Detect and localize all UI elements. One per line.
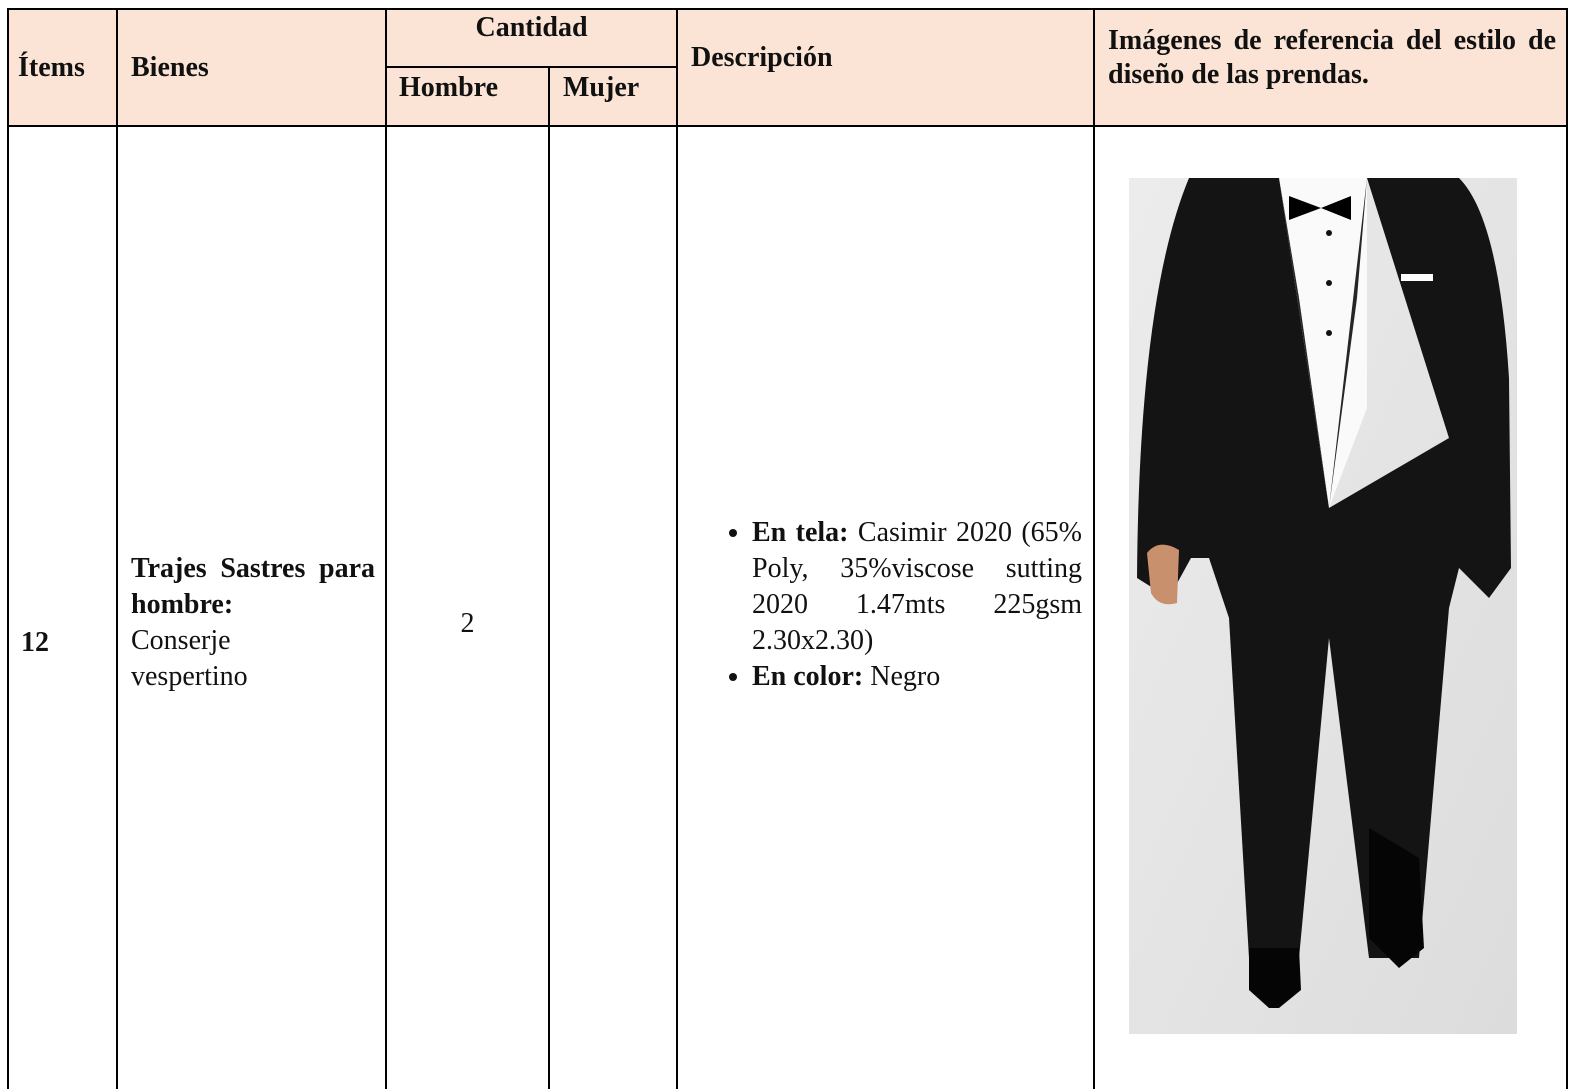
description-cell: En tela: Casimir 2020 (65% Poly, 35%visc…: [718, 515, 1082, 695]
border: [386, 66, 677, 68]
header-women: Mujer: [563, 72, 640, 103]
border: [8, 8, 1568, 10]
border: [676, 8, 678, 1089]
item-number: 12: [21, 627, 49, 658]
description-text: Casimir 2020 (65% Poly, 35%viscose sutti…: [752, 517, 1083, 656]
suit-image: [1129, 178, 1517, 1034]
quantity-men: 2: [460, 608, 475, 639]
header-background: [8, 8, 1566, 126]
goods-text: Conserje vespertino: [131, 625, 248, 692]
border: [116, 8, 118, 1089]
description-list: En tela: Casimir 2020 (65% Poly, 35%visc…: [718, 515, 1082, 695]
border: [548, 66, 550, 1089]
goods-cell: Trajes Sastres para hombre: Conserje ves…: [131, 551, 375, 695]
header-men: Hombre: [399, 72, 499, 103]
description-item: En color: Negro: [752, 659, 1082, 695]
border: [1566, 8, 1568, 1089]
goods-title: Trajes Sastres para hombre:: [131, 553, 375, 620]
description-item: En tela: Casimir 2020 (65% Poly, 35%visc…: [752, 515, 1082, 659]
header-description: Descripción: [691, 42, 833, 73]
border: [1093, 8, 1095, 1089]
border: [8, 125, 1568, 127]
header-items: Ítems: [18, 52, 85, 83]
header-goods: Bienes: [131, 52, 209, 83]
description-text: Negro: [870, 661, 941, 692]
border: [7, 8, 9, 1089]
description-label: En tela:: [752, 517, 849, 548]
header-images: Imágenes de referencia del estilo de dis…: [1108, 25, 1556, 90]
border: [385, 8, 387, 1089]
description-label: En color:: [752, 661, 864, 692]
header-quantity: Cantidad: [475, 12, 588, 43]
